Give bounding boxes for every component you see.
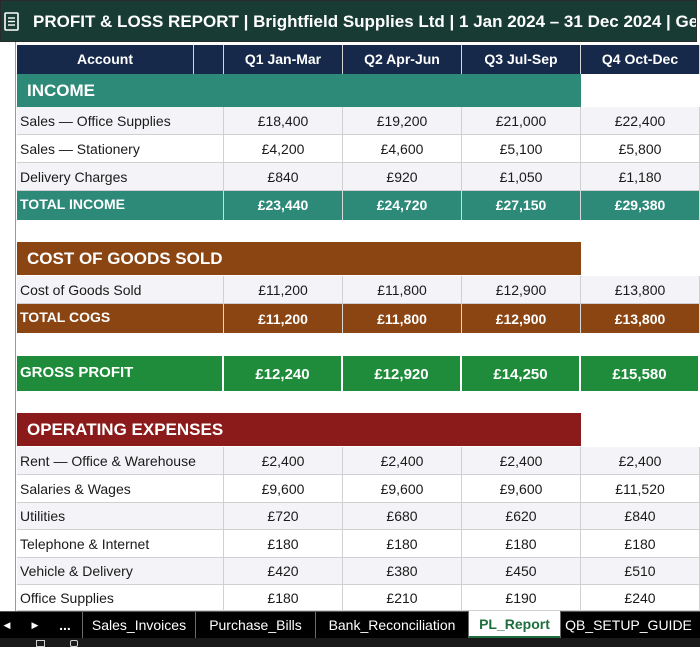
row-label-office-supplies[interactable]: Office Supplies [17,585,224,611]
header-q1[interactable]: Q1 Jan-Mar [224,45,343,74]
report-title-bar: PROFIT & LOSS REPORT | Brightfield Suppl… [0,0,697,42]
cell-office-supplies-q1[interactable]: £180 [224,585,343,611]
tab-sales-invoices[interactable]: Sales_Invoices [82,612,195,638]
accessibility-icon[interactable] [70,640,78,647]
cogs-section-band[interactable]: COST OF GOODS SOLD [17,242,581,275]
cell-sales-stationery-q2[interactable]: £4,600 [343,135,462,163]
opex-section-band[interactable]: OPERATING EXPENSES [17,413,581,446]
cell-sales-stationery-q3[interactable]: £5,100 [462,135,581,163]
cell-telephone-q1[interactable]: £180 [224,530,343,558]
cell-rent-q1[interactable]: £2,400 [224,447,343,475]
tab-scroll-right-icon[interactable]: ▶ [31,620,39,630]
cell-cost-of-goods-q4[interactable]: £13,800 [581,276,700,304]
row-label-cost-of-goods[interactable]: Cost of Goods Sold [17,276,224,304]
cell-utilities-q3[interactable]: £620 [462,503,581,530]
total-cogs-q1[interactable]: £11,200 [224,304,343,333]
cell-sales-office-q1[interactable]: £18,400 [224,107,343,135]
header-account[interactable]: Account [17,45,194,74]
cell-utilities-q1[interactable]: £720 [224,503,343,530]
gross-profit-q1[interactable]: £12,240 [224,356,343,391]
cell-sales-office-q2[interactable]: £19,200 [343,107,462,135]
total-income-q4[interactable]: £29,380 [581,191,700,220]
cell-office-supplies-q3[interactable]: £190 [462,585,581,611]
tab-scroll-left-icon[interactable]: ◀ [3,620,11,630]
tab-pl-report[interactable]: PL_Report [468,611,560,639]
cell-vehicle-q2[interactable]: £380 [343,558,462,585]
cell-cost-of-goods-q1[interactable]: £11,200 [224,276,343,304]
row-label-delivery-charges[interactable]: Delivery Charges [17,163,224,191]
header-account-spacer[interactable] [194,45,224,74]
cell-office-supplies-q4[interactable]: £240 [581,585,700,611]
cell-office-supplies-q2[interactable]: £210 [343,585,462,611]
total-cogs-label[interactable]: TOTAL COGS [17,304,224,333]
header-q4[interactable]: Q4 Oct-Dec [581,45,700,74]
report-icon [4,12,19,31]
header-q3[interactable]: Q3 Jul-Sep [462,45,581,74]
cell-utilities-q4[interactable]: £840 [581,503,700,530]
cell-sales-stationery-q1[interactable]: £4,200 [224,135,343,163]
tab-more-button[interactable]: ... [59,617,71,633]
cell-utilities-q2[interactable]: £680 [343,503,462,530]
tab-bank-reconciliation[interactable]: Bank_Reconciliation [315,612,468,638]
total-cogs-q2[interactable]: £11,800 [343,304,462,333]
total-cogs-q4[interactable]: £13,800 [581,304,700,333]
cell-telephone-q3[interactable]: £180 [462,530,581,558]
row-label-salaries[interactable]: Salaries & Wages [17,475,224,503]
total-income-label[interactable]: TOTAL INCOME [17,191,224,220]
total-income-q2[interactable]: £24,720 [343,191,462,220]
status-bar [0,638,700,647]
cell-sales-office-q4[interactable]: £22,400 [581,107,700,135]
cell-delivery-charges-q2[interactable]: £920 [343,163,462,191]
cell-vehicle-q1[interactable]: £420 [224,558,343,585]
sheet-tab-bar: ◀ ▶ ... Sales_Invoices Purchase_Bills Ba… [0,611,700,639]
row-label-sales-office[interactable]: Sales — Office Supplies [17,107,224,135]
cell-salaries-q1[interactable]: £9,600 [224,475,343,503]
row-label-sales-stationery[interactable]: Sales — Stationery [17,135,224,163]
cell-salaries-q3[interactable]: £9,600 [462,475,581,503]
row-label-telephone[interactable]: Telephone & Internet [17,530,224,558]
cell-delivery-charges-q1[interactable]: £840 [224,163,343,191]
row-label-vehicle[interactable]: Vehicle & Delivery [17,558,224,585]
gross-profit-q3[interactable]: £14,250 [462,356,581,391]
cell-telephone-q4[interactable]: £180 [581,530,700,558]
cell-salaries-q2[interactable]: £9,600 [343,475,462,503]
cell-sales-office-q3[interactable]: £21,000 [462,107,581,135]
row-label-rent[interactable]: Rent — Office & Warehouse [17,447,224,475]
sheet-view-icon[interactable] [36,640,45,647]
cell-cost-of-goods-q3[interactable]: £12,900 [462,276,581,304]
cell-rent-q2[interactable]: £2,400 [343,447,462,475]
cell-sales-stationery-q4[interactable]: £5,800 [581,135,700,163]
total-cogs-q3[interactable]: £12,900 [462,304,581,333]
tab-qb-setup-guide[interactable]: QB_SETUP_GUIDE [560,612,696,638]
cell-rent-q3[interactable]: £2,400 [462,447,581,475]
income-section-band[interactable]: INCOME [17,74,581,107]
cell-vehicle-q3[interactable]: £450 [462,558,581,585]
cell-delivery-charges-q4[interactable]: £1,180 [581,163,700,191]
report-title: PROFIT & LOSS REPORT | Brightfield Suppl… [33,12,697,31]
gross-profit-q4[interactable]: £15,580 [581,356,700,391]
cell-salaries-q4[interactable]: £11,520 [581,475,700,503]
gross-profit-label[interactable]: GROSS PROFIT [17,356,224,391]
cell-cost-of-goods-q2[interactable]: £11,800 [343,276,462,304]
total-income-q3[interactable]: £27,150 [462,191,581,220]
cell-vehicle-q4[interactable]: £510 [581,558,700,585]
cell-telephone-q2[interactable]: £180 [343,530,462,558]
gross-profit-q2[interactable]: £12,920 [343,356,462,391]
row-label-utilities[interactable]: Utilities [17,503,224,530]
cell-delivery-charges-q3[interactable]: £1,050 [462,163,581,191]
total-income-q1[interactable]: £23,440 [224,191,343,220]
cell-rent-q4[interactable]: £2,400 [581,447,700,475]
tab-purchase-bills[interactable]: Purchase_Bills [195,612,315,638]
sheet-left-edge [15,42,16,612]
header-q2[interactable]: Q2 Apr-Jun [343,45,462,74]
